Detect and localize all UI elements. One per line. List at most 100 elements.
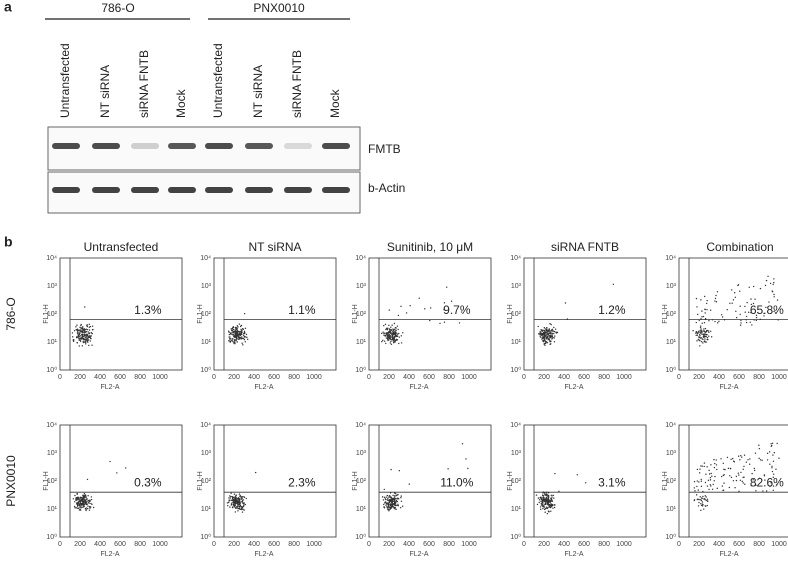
x-tick-label: 200 — [383, 374, 395, 381]
event-dot — [737, 472, 739, 474]
event-dot — [89, 340, 92, 342]
band — [322, 143, 350, 149]
gate-percentage: 65.8% — [750, 303, 784, 317]
event-dot — [703, 465, 705, 468]
event-dot — [387, 502, 389, 504]
x-tick-label: 800 — [598, 374, 610, 381]
event-dot — [746, 301, 748, 304]
event-dot — [73, 501, 76, 503]
event-dot — [390, 468, 392, 471]
event-dot — [695, 494, 698, 496]
y-axis-label: FL1-H — [197, 304, 204, 323]
gate-percentage: 9.7% — [443, 303, 471, 317]
y-tick-label: 10³ — [511, 283, 522, 290]
event-dot — [704, 335, 706, 337]
x-tick-label: 1000 — [306, 374, 322, 381]
event-dot — [552, 336, 554, 339]
event-dot — [239, 498, 241, 500]
event-dot — [544, 494, 546, 496]
y-tick-label: 10⁴ — [200, 255, 211, 262]
band — [52, 187, 80, 193]
event-dot — [551, 496, 553, 498]
event-dot — [88, 335, 91, 337]
event-dot — [89, 325, 92, 328]
plot-frame — [523, 424, 647, 538]
event-dot — [237, 503, 239, 506]
event-dot — [547, 333, 550, 335]
event-dot — [233, 335, 235, 337]
event-dot — [762, 490, 764, 492]
event-dot — [230, 492, 232, 495]
event-dot — [729, 467, 732, 470]
event-dot — [238, 505, 240, 508]
group-label: 786-O — [101, 1, 134, 15]
event-dot — [78, 345, 80, 347]
event-dot — [234, 332, 236, 335]
event-dot — [698, 501, 700, 504]
event-dot — [696, 334, 699, 336]
gate-percentage: 11.0% — [440, 475, 473, 489]
event-dot — [75, 503, 78, 505]
event-dot — [387, 339, 389, 342]
event-dot — [450, 300, 453, 302]
event-dot — [85, 496, 87, 498]
event-dot — [548, 328, 551, 330]
event-dot — [705, 335, 707, 338]
y-tick-label: 10³ — [511, 450, 522, 457]
event-dot — [734, 292, 736, 294]
event-dot — [693, 480, 696, 483]
event-dot — [771, 465, 773, 468]
event-dot — [542, 498, 545, 500]
lane-label: Mock — [328, 88, 342, 118]
event-dot — [549, 322, 551, 325]
event-dot — [382, 499, 385, 501]
event-dot — [763, 312, 765, 315]
event-dot — [700, 504, 703, 507]
event-dot — [239, 330, 241, 333]
x-tick-label: 600 — [114, 541, 126, 548]
event-dot — [82, 336, 84, 338]
event-dot — [552, 331, 554, 333]
event-dot — [705, 473, 707, 475]
x-tick-label: 400 — [713, 541, 725, 548]
event-dot — [735, 310, 737, 313]
event-dot — [548, 332, 550, 334]
y-tick-label: 10³ — [666, 283, 677, 290]
event-dot — [700, 341, 703, 343]
event-dot — [776, 299, 779, 301]
y-tick-label: 10⁰ — [665, 366, 676, 374]
event-dot — [540, 502, 543, 505]
event-dot — [390, 336, 392, 339]
band — [245, 187, 273, 193]
event-dot — [555, 331, 558, 334]
event-dot — [237, 510, 239, 512]
y-tick-label: 10¹ — [511, 506, 522, 513]
event-dot — [696, 313, 699, 316]
event-dot — [389, 503, 392, 505]
event-dot — [550, 334, 552, 337]
event-dot — [723, 473, 725, 476]
x-tick-label: 0 — [58, 374, 62, 381]
band — [168, 187, 196, 193]
event-dot — [758, 457, 760, 460]
event-dot — [237, 502, 239, 504]
event-dot — [712, 483, 714, 486]
event-dot — [700, 465, 702, 467]
event-dot — [730, 476, 733, 479]
event-dot — [742, 476, 744, 479]
event-dot — [700, 478, 702, 481]
event-dot — [386, 506, 388, 508]
event-dot — [616, 305, 619, 307]
event-dot — [776, 483, 778, 486]
event-dot — [700, 299, 702, 301]
event-dot — [393, 507, 395, 509]
event-dot — [393, 337, 396, 339]
event-dot — [90, 496, 93, 498]
event-dot — [241, 496, 244, 498]
event-dot — [772, 476, 774, 479]
y-tick-label: 10¹ — [47, 506, 58, 513]
event-dot — [755, 314, 758, 317]
x-tick-label: 0 — [677, 374, 681, 381]
x-tick-label: 0 — [677, 541, 681, 548]
event-dot — [715, 459, 717, 461]
